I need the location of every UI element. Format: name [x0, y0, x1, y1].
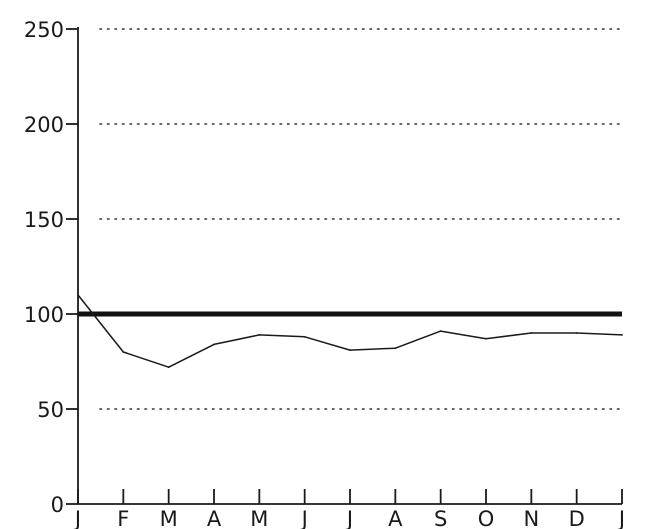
- data-point: [439, 330, 442, 332]
- x-tick-label: J: [617, 507, 625, 529]
- x-tick-label: M: [160, 507, 178, 529]
- y-tick-label: 250: [24, 18, 64, 42]
- x-tick-label: N: [523, 507, 539, 529]
- data-point: [213, 343, 215, 346]
- data-point: [349, 349, 351, 351]
- data-point: [303, 335, 306, 338]
- x-tick-label: S: [434, 507, 447, 529]
- x-tick-label: A: [207, 507, 222, 529]
- y-tick-label: 200: [24, 113, 64, 137]
- x-tick-label: M: [250, 507, 268, 529]
- series: [77, 294, 623, 369]
- data-point: [122, 351, 125, 353]
- x-tick-label: J: [300, 507, 308, 529]
- x-tick-label: F: [117, 507, 129, 529]
- series-line-0: [77, 294, 623, 368]
- y-tick-label: 50: [37, 398, 64, 422]
- data-point: [77, 294, 79, 296]
- data-point: [167, 366, 170, 369]
- data-point: [575, 332, 578, 334]
- data-point: [621, 334, 623, 336]
- gridlines: [99, 28, 621, 410]
- x-tick-label: D: [569, 507, 585, 529]
- x-tick-label: J: [345, 507, 353, 529]
- y-tick-label: 150: [24, 208, 64, 232]
- data-point: [258, 334, 261, 336]
- x-tick-label: O: [478, 507, 495, 529]
- data-point: [394, 347, 397, 350]
- y-tick-label: 0: [51, 493, 64, 517]
- x-tick-label: J: [73, 507, 81, 529]
- x-tick-label: A: [388, 507, 403, 529]
- data-point: [485, 337, 487, 340]
- y-tick-label: 100: [24, 303, 64, 327]
- y-ticks: 0 50 100 150 200 250: [24, 18, 78, 517]
- data-point: [530, 332, 533, 334]
